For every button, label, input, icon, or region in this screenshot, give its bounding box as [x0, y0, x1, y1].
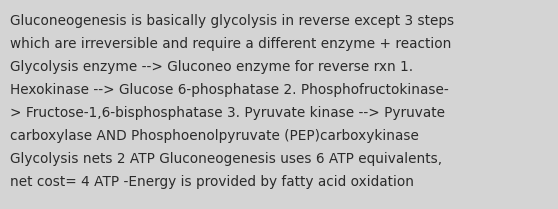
Text: Glycolysis enzyme --> Gluconeo enzyme for reverse rxn 1.: Glycolysis enzyme --> Gluconeo enzyme fo… [10, 60, 413, 74]
Text: carboxylase AND Phosphoenolpyruvate (PEP)carboxykinase: carboxylase AND Phosphoenolpyruvate (PEP… [10, 129, 419, 143]
Text: > Fructose-1,6-bisphosphatase 3. Pyruvate kinase --> Pyruvate: > Fructose-1,6-bisphosphatase 3. Pyruvat… [10, 106, 445, 120]
Text: net cost= 4 ATP -Energy is provided by fatty acid oxidation: net cost= 4 ATP -Energy is provided by f… [10, 175, 414, 189]
Text: which are irreversible and require a different enzyme + reaction: which are irreversible and require a dif… [10, 37, 451, 51]
Text: Hexokinase --> Glucose 6-phosphatase 2. Phosphofructokinase-: Hexokinase --> Glucose 6-phosphatase 2. … [10, 83, 449, 97]
Text: Gluconeogenesis is basically glycolysis in reverse except 3 steps: Gluconeogenesis is basically glycolysis … [10, 14, 454, 28]
Text: Glycolysis nets 2 ATP Gluconeogenesis uses 6 ATP equivalents,: Glycolysis nets 2 ATP Gluconeogenesis us… [10, 152, 442, 166]
